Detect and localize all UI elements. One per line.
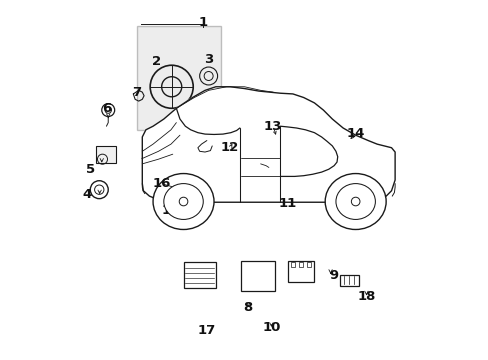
Text: 4: 4 <box>82 188 91 201</box>
Text: 15: 15 <box>162 204 180 217</box>
Polygon shape <box>142 87 394 202</box>
Bar <box>96 145 116 163</box>
Text: 5: 5 <box>86 163 95 176</box>
Bar <box>241 261 274 291</box>
Bar <box>290 262 295 267</box>
Text: 14: 14 <box>346 127 364 140</box>
Ellipse shape <box>153 174 214 229</box>
Text: 3: 3 <box>203 53 213 66</box>
Bar <box>183 262 215 288</box>
Text: 17: 17 <box>197 324 216 337</box>
Text: 13: 13 <box>264 120 282 133</box>
Text: 12: 12 <box>221 141 239 154</box>
Text: 7: 7 <box>132 86 141 99</box>
Bar <box>306 262 310 267</box>
Text: 1: 1 <box>198 16 207 29</box>
Ellipse shape <box>335 184 375 220</box>
Text: 2: 2 <box>152 55 161 68</box>
Text: 18: 18 <box>357 290 375 303</box>
Text: 8: 8 <box>243 301 252 314</box>
Circle shape <box>351 197 359 206</box>
Bar <box>298 262 303 267</box>
Text: 9: 9 <box>329 269 338 282</box>
Ellipse shape <box>163 184 203 220</box>
Circle shape <box>179 197 187 206</box>
Bar <box>137 26 221 130</box>
Text: 10: 10 <box>262 320 280 333</box>
Text: 6: 6 <box>102 102 111 115</box>
Bar <box>287 261 314 282</box>
Bar <box>339 275 359 286</box>
Text: 11: 11 <box>278 197 296 210</box>
Text: 16: 16 <box>152 177 170 190</box>
Ellipse shape <box>325 174 386 229</box>
